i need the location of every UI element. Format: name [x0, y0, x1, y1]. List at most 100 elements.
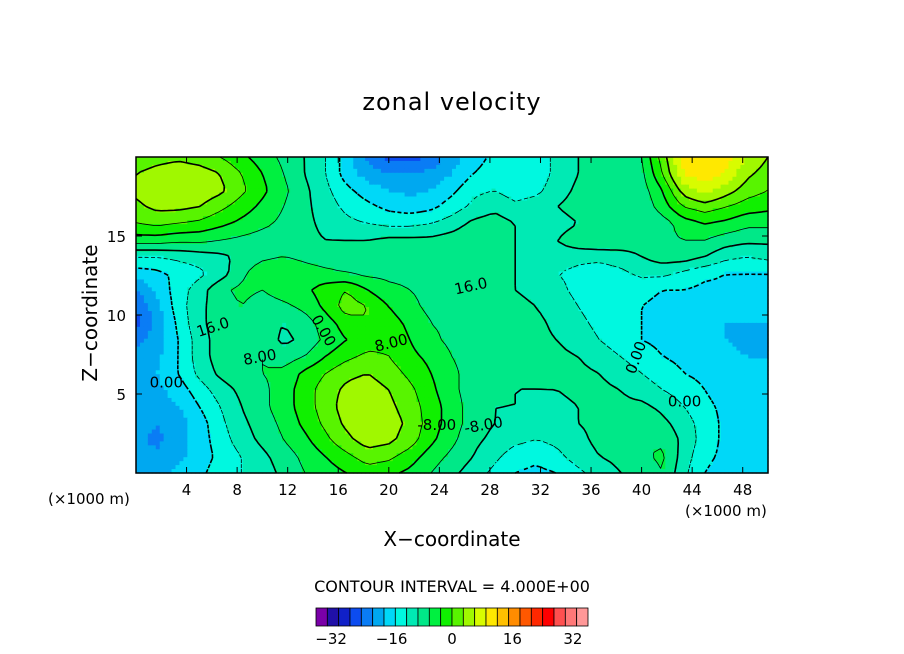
heat-cell [696, 216, 702, 221]
heat-cell [582, 263, 587, 269]
heat-cell [507, 255, 512, 261]
heat-cell [523, 157, 528, 162]
heat-cell [353, 208, 358, 213]
heat-cell [345, 164, 350, 170]
heat-cell [400, 176, 406, 182]
heat-cell [317, 204, 323, 209]
heat-cell [764, 220, 769, 225]
heat-cell [455, 243, 461, 249]
heat-cell [463, 216, 469, 221]
heat-cell [297, 216, 303, 221]
heat-cell [704, 236, 710, 241]
heat-cell [483, 247, 489, 253]
heat-cell [325, 164, 331, 170]
heat-cell [282, 212, 287, 217]
heat-cell [163, 168, 169, 174]
heat-cell [266, 216, 271, 221]
heat-cell [325, 184, 331, 190]
heat-cell [432, 212, 437, 217]
heat-cell [629, 247, 635, 253]
heat-cell [171, 168, 177, 174]
heat-cell [396, 267, 402, 273]
heat-cell [420, 157, 425, 162]
heat-cell [629, 192, 635, 198]
heat-cell [266, 192, 271, 198]
heat-cell [475, 176, 481, 182]
heat-cell [440, 275, 445, 281]
heat-cell [286, 212, 291, 217]
heat-cell [199, 236, 204, 241]
heat-cell [661, 259, 666, 265]
heat-cell [594, 228, 599, 233]
heat-cell [479, 160, 485, 166]
heat-cell [736, 180, 741, 186]
heat-cell [444, 208, 449, 213]
heat-cell [274, 172, 279, 178]
heat-cell [665, 275, 670, 281]
heat-cell [558, 164, 564, 170]
heat-cell [720, 255, 726, 261]
heat-cell [357, 243, 362, 249]
heat-cell [475, 212, 481, 217]
heat-cell [286, 275, 291, 281]
heat-cell [139, 204, 145, 209]
heat-cell [511, 200, 516, 205]
heat-cell [546, 275, 552, 281]
heat-cell [594, 188, 599, 194]
heat-cell [625, 164, 631, 170]
heat-cell [440, 176, 445, 182]
heat-cell [155, 216, 161, 221]
heat-cell [570, 228, 576, 233]
heat-cell [448, 236, 453, 241]
heat-cell [392, 239, 398, 245]
heat-cell [329, 216, 335, 221]
heat-cell [653, 267, 658, 273]
heat-cell [274, 200, 279, 205]
heat-cell [471, 200, 477, 205]
heat-cell [550, 204, 556, 209]
heat-cell [613, 157, 619, 162]
heat-cell [740, 267, 745, 273]
heat-cell [531, 243, 536, 249]
heat-cell [637, 259, 643, 265]
heat-cell [230, 196, 236, 202]
heat-cell [266, 255, 271, 261]
heat-cell [297, 232, 303, 237]
heat-cell [353, 212, 358, 217]
heat-cell [657, 212, 662, 217]
heat-cell [294, 275, 299, 281]
heat-cell [720, 208, 726, 213]
heat-cell [562, 204, 568, 209]
heat-cell [511, 196, 516, 202]
heat-cell [732, 180, 737, 186]
heat-cell [199, 216, 204, 221]
heat-cell [594, 164, 599, 170]
heat-cell [641, 192, 647, 198]
heat-cell [246, 239, 252, 245]
heat-cell [444, 267, 449, 273]
heat-cell [598, 232, 603, 237]
heat-cell [139, 180, 145, 186]
heat-cell [673, 160, 678, 166]
heat-cell [629, 275, 635, 281]
heat-cell [578, 267, 583, 273]
heat-cell [527, 180, 532, 186]
heat-cell [207, 275, 212, 281]
heat-cell [558, 192, 564, 198]
heat-cell [633, 164, 639, 170]
heat-cell [700, 172, 706, 178]
heat-cell [215, 243, 220, 249]
heat-cell [258, 247, 263, 253]
heat-cell [246, 255, 252, 261]
heat-cell [234, 164, 240, 170]
heat-cell [404, 259, 410, 265]
heat-cell [416, 208, 421, 213]
heat-cell [369, 168, 374, 174]
heat-cell [440, 251, 445, 257]
heat-cell [752, 196, 757, 202]
heat-cell [151, 204, 157, 209]
heat-cell [475, 243, 481, 249]
heat-cell [357, 232, 362, 237]
heat-cell [752, 184, 757, 190]
heat-cell [578, 232, 583, 237]
